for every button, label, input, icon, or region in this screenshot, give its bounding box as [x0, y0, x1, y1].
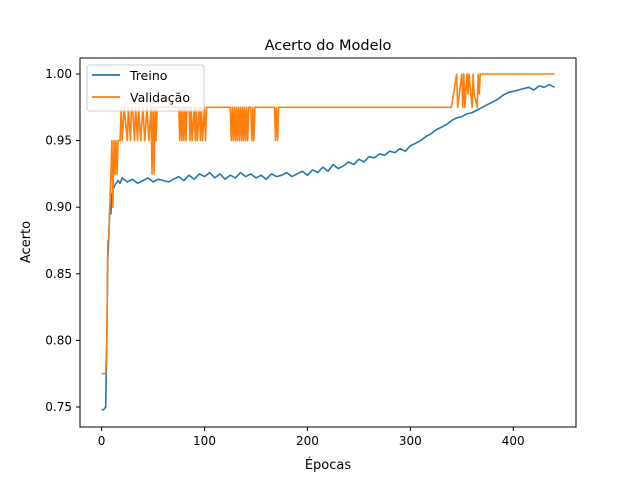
chart-title: Acerto do Modelo — [265, 38, 392, 54]
x-axis-ticks: 0 100 200 300 400 — [98, 427, 525, 448]
legend-label-validacao: Validação — [130, 90, 190, 105]
x-tick-label: 300 — [399, 434, 422, 448]
legend: Treino Validação — [86, 64, 205, 112]
plot-frame — [79, 57, 577, 428]
y-tick-label: 1.00 — [45, 67, 72, 81]
series-line-treino — [101, 83, 555, 411]
y-tick-label: 0.75 — [45, 400, 72, 414]
legend-label-treino: Treino — [129, 68, 167, 83]
x-tick-label: 400 — [502, 434, 525, 448]
y-tick-label: 0.80 — [45, 333, 72, 347]
legend-box — [86, 64, 205, 112]
x-axis-label: Épocas — [305, 457, 352, 473]
x-tick-label: 100 — [193, 434, 216, 448]
x-tick-label: 200 — [296, 434, 319, 448]
y-tick-label: 0.90 — [45, 200, 72, 214]
y-axis-ticks: 0.75 0.80 0.85 0.90 0.95 1.00 — [45, 67, 80, 414]
y-axis-label: Acerto — [19, 221, 34, 263]
x-tick-label: 0 — [98, 434, 106, 448]
y-tick-label: 0.95 — [45, 134, 72, 148]
y-tick-label: 0.85 — [45, 267, 72, 281]
